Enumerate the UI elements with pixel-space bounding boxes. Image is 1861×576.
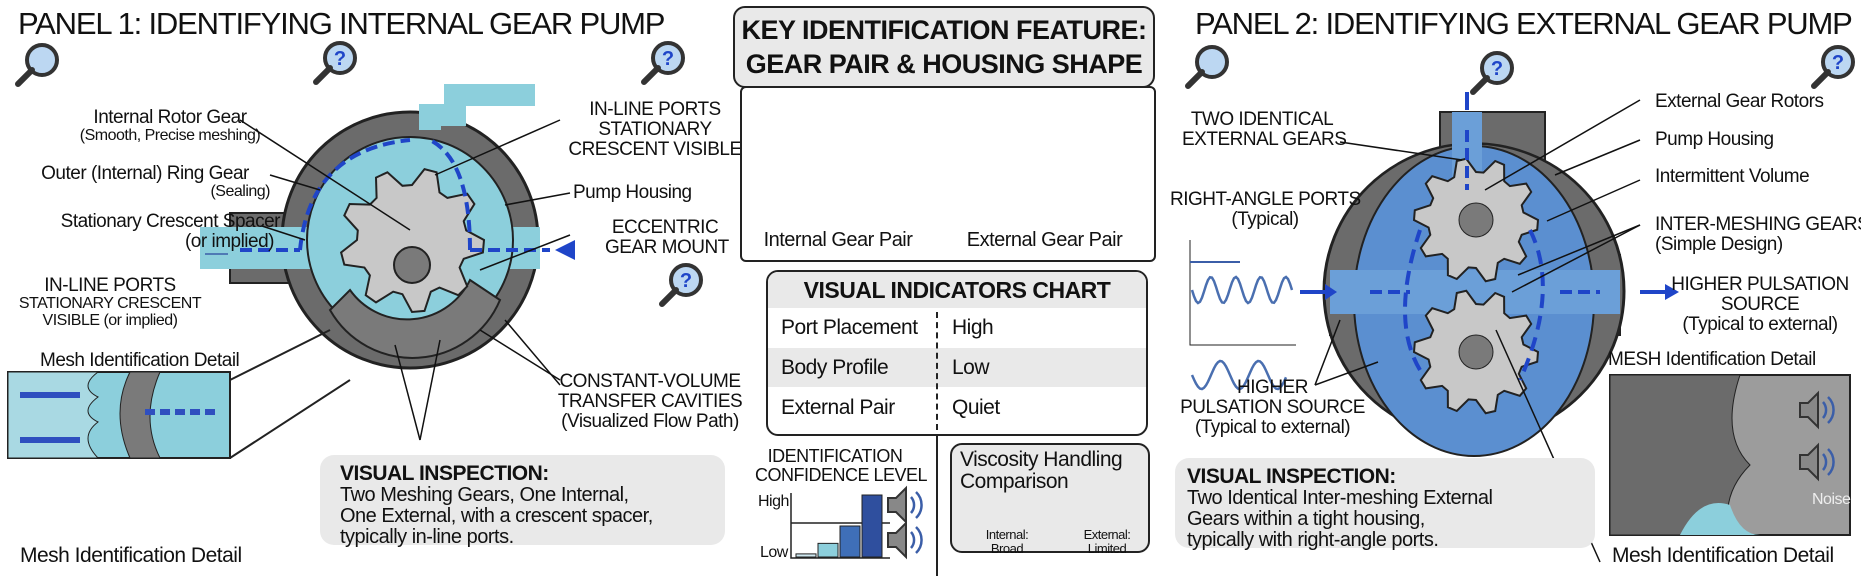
external-gear-pump-drawing [1189,92,1679,457]
gear-hub [1458,334,1494,370]
label-mesh-detail-top: Mesh Identification Detail [40,350,240,371]
viscosity-box: Viscosity Handling Comparison Internal: B… [950,443,1150,556]
label-crescent: Stationary Crescent Spacer (or implied) [60,211,281,252]
label-mesh-detail-top-2: MESH Identification Detail [1608,349,1816,370]
label-housing: Pump Housing [1655,129,1774,150]
inspection-heading: VISUAL INSPECTION: [1187,465,1396,488]
leader-lines [205,119,571,441]
panel1-title: PANEL 1: IDENTIFYING INTERNAL GEAR PUMP [18,6,665,41]
confidence-bar-chart [790,493,890,559]
viscosity-internal: Internal: Broad [985,527,1029,556]
confidence-title: IDENTIFICATION CONFIDENCE LEVEL [755,446,928,485]
label-cavities: CONSTANT-VOLUME TRANSFER CAVITIES (Visuali… [557,371,743,432]
gear-pair-box [740,86,1156,262]
inspection-line: typically with right-angle ports. [1187,529,1439,551]
indicator-value: Quiet [952,396,1000,419]
indicator-value: Low [952,356,990,379]
label-intermeshing: INTER-MESHING GEARS (Simple Design) [1655,214,1861,255]
label-external-pair: External Gear Pair [966,229,1123,251]
magnifier-question-icon [316,43,355,82]
gear-icon [339,167,486,314]
magnifier-question-icon [662,265,701,304]
label-inline-ports-top: IN-LINE PORTS STATIONARY CRESCENT VISIBLE [568,99,742,160]
visual-inspection-box-1: VISUAL INSPECTION: Two Meshing Gears, On… [320,455,725,548]
inspection-line: Gears within a tight housing, [1187,508,1425,530]
magnifier-question-icon [644,43,683,82]
confidence-bar [839,525,861,558]
label-mesh-detail-bottom-2: Mesh Identification Detail [1612,544,1834,567]
label-noise: Noise [1812,491,1851,508]
gear-hub [1458,202,1494,238]
indicator-label: Body Profile [781,356,889,379]
indicator-label: External Pair [781,396,895,419]
confidence-bar [817,542,839,558]
indicators-title: VISUAL INDICATORS CHART [803,277,1111,303]
label-internal-rotor: Internal Rotor Gear (Smooth, Precise mesh… [79,107,261,144]
inspection-line: One External, with a crescent spacer, [340,505,653,527]
speaker-icon [886,521,923,559]
label-rotors: External Gear Rotors [1655,91,1824,112]
label-pulsation-left: HIGHER PULSATION SOURCE (Typical to extern… [1180,377,1365,438]
label-internal-pair: Internal Gear Pair [763,229,913,251]
label-pulsation-right: HIGHER PULSATION SOURCE (Typical to extern… [1671,274,1849,335]
inspection-line: Two Identical Inter-meshing External [1187,487,1493,509]
key-feature-title-box: KEY IDENTIFICATION FEATURE: GEAR PAIR & … [733,6,1155,88]
label-intermittent: Intermittent Volume [1655,166,1810,187]
magnifier-icon [1188,47,1227,86]
mesh-detail-inset-2 [1609,374,1851,536]
label-pump-housing: Pump Housing [573,182,692,203]
inspection-heading: VISUAL INSPECTION: [340,462,549,485]
magnifier-icon [18,45,57,84]
panel2-title: PANEL 2: IDENTIFYING EXTERNAL GEAR PUMP [1195,6,1853,41]
label-eccentric: ECCENTRIC GEAR MOUNT [605,217,729,258]
magnifier-question-icon [1814,47,1853,86]
label-right-angle: RIGHT-ANGLE PORTS (Typical) [1170,189,1361,230]
label-mesh-detail-bottom: Mesh Identification Detail [20,544,242,567]
internal-gear-pump-drawing [200,84,575,370]
label-two-identical: TWO IDENTICAL EXTERNAL GEARS [1182,109,1347,150]
inspection-line: typically in-line ports. [340,526,514,548]
viscosity-external: External: Limited [1083,527,1131,556]
indicator-value: High [952,316,994,339]
confidence-low: Low [760,544,788,561]
label-inline-ports: IN-LINE PORTS STATIONARY CRESCENT VISIBLE … [18,275,202,329]
speaker-icon [886,486,923,524]
magnifier-question-icon [1473,53,1512,92]
flow-arrow-icon [555,240,575,260]
label-outer-ring: Outer (Internal) Ring Gear (Sealing) [41,163,270,200]
visual-inspection-box-2: VISUAL INSPECTION: Two Identical Inter-m… [1175,458,1595,551]
indicator-label: Port Placement [781,316,918,339]
confidence-bar [861,494,883,558]
confidence-bar [795,553,817,558]
mesh-detail-inset [7,329,351,459]
visual-indicators-chart: VISUAL INDICATORS CHART Port Placement H… [766,270,1148,436]
inspection-line: Two Meshing Gears, One Internal, [340,484,629,506]
confidence-high: High [758,493,789,510]
